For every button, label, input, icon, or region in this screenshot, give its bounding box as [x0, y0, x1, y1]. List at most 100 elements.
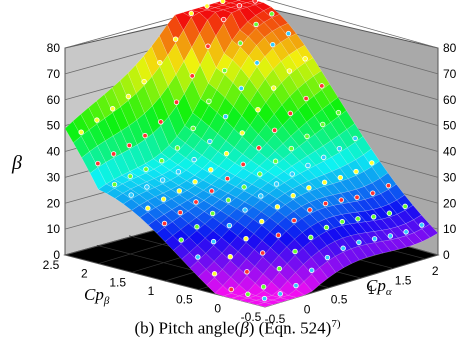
- surface-patch: [210, 165, 228, 179]
- surface-patch: [137, 172, 155, 183]
- surface-patch: [106, 188, 124, 199]
- z-tick-label: 70: [47, 67, 61, 81]
- data-marker: [271, 127, 278, 134]
- data-marker: [222, 113, 229, 120]
- data-marker: [227, 254, 233, 260]
- data-marker: [402, 203, 408, 210]
- surface-patch: [114, 193, 132, 205]
- data-marker: [225, 197, 232, 203]
- data-marker: [277, 291, 283, 297]
- data-marker: [209, 188, 215, 194]
- surface-patch: [311, 267, 329, 285]
- data-marker: [320, 121, 326, 128]
- z-tick-label: 40: [47, 145, 61, 159]
- surface-patch: [307, 164, 325, 179]
- data-marker: [291, 217, 297, 224]
- surface-patch: [334, 251, 352, 269]
- surface-patch: [208, 89, 226, 113]
- data-marker: [337, 174, 344, 181]
- surface-patch: [196, 223, 214, 239]
- surface-patch: [191, 32, 209, 66]
- data-marker: [257, 171, 263, 177]
- surface-patch: [147, 207, 165, 220]
- data-marker: [175, 169, 182, 175]
- data-marker: [177, 209, 183, 216]
- data-marker: [303, 95, 309, 102]
- data-marker: [111, 181, 118, 188]
- data-marker: [403, 229, 409, 235]
- cp-beta-tick: 0.5: [176, 293, 193, 307]
- surface-patch: [178, 190, 196, 201]
- data-marker: [256, 145, 262, 151]
- surface-patch: [159, 54, 177, 87]
- cp-beta-axis-title: Cpβ: [84, 285, 110, 307]
- surface: [64, 0, 439, 308]
- data-marker: [208, 167, 214, 173]
- surface-patch: [222, 293, 241, 299]
- data-marker: [242, 207, 248, 213]
- surface-patch: [249, 113, 267, 135]
- data-marker: [258, 193, 264, 199]
- data-marker: [195, 254, 201, 260]
- surface-patch: [214, 285, 232, 297]
- surface-patch: [215, 22, 233, 54]
- data-marker: [110, 151, 117, 157]
- surface-patch: [189, 7, 208, 13]
- z-axis-title: β: [11, 152, 22, 174]
- data-marker: [209, 210, 216, 217]
- data-marker: [226, 222, 233, 229]
- surface-patch: [192, 119, 210, 140]
- surface-patch: [128, 119, 146, 146]
- data-marker: [336, 145, 343, 152]
- z-tick-label: 30: [443, 170, 457, 184]
- wall-gridline: [64, 0, 439, 49]
- data-marker: [143, 166, 149, 172]
- surface-patch: [215, 53, 233, 75]
- data-marker: [370, 190, 376, 196]
- z-tick-label: 80: [443, 41, 457, 55]
- surface-patch: [230, 295, 249, 301]
- surface-patch: [81, 151, 99, 174]
- surface-patch: [96, 117, 114, 142]
- data-marker: [78, 129, 84, 135]
- surface-patch: [249, 89, 267, 115]
- data-marker: [320, 154, 327, 161]
- data-marker: [95, 160, 101, 167]
- data-marker: [304, 133, 310, 140]
- data-marker: [245, 291, 251, 297]
- data-marker: [371, 236, 378, 242]
- data-marker: [270, 85, 277, 91]
- surface-patch: [72, 113, 90, 137]
- data-marker: [159, 177, 166, 183]
- data-marker: [354, 194, 360, 201]
- data-marker: [309, 267, 315, 273]
- cp-alpha-tick: -0.5: [265, 312, 286, 326]
- surface-patch: [212, 222, 230, 238]
- z-tick-label: 0: [53, 248, 60, 262]
- data-marker: [356, 239, 362, 246]
- surface-patch: [202, 173, 220, 185]
- data-marker: [228, 286, 234, 293]
- z-tick-label: 20: [47, 196, 61, 210]
- data-marker: [321, 179, 328, 186]
- figure-caption: (b) Pitch angle(β) (Eqn. 524)7): [134, 318, 341, 338]
- data-marker: [172, 36, 179, 42]
- data-marker: [269, 11, 275, 17]
- surface-patch: [97, 162, 115, 185]
- data-marker: [144, 184, 150, 190]
- data-marker: [241, 184, 247, 190]
- surface-patch: [163, 209, 181, 223]
- data-marker: [142, 132, 148, 139]
- surface-patch: [112, 130, 130, 154]
- data-marker: [387, 233, 394, 239]
- z-tick-label: 0: [443, 248, 450, 262]
- data-marker: [335, 109, 342, 116]
- data-marker: [125, 93, 132, 100]
- z-tick-label: 50: [47, 119, 61, 133]
- data-marker: [260, 284, 267, 290]
- data-marker: [252, 0, 258, 4]
- data-marker: [276, 265, 283, 272]
- z-tick-label: 20: [443, 196, 457, 210]
- z-tick-label: 40: [443, 145, 457, 159]
- data-marker: [289, 171, 295, 177]
